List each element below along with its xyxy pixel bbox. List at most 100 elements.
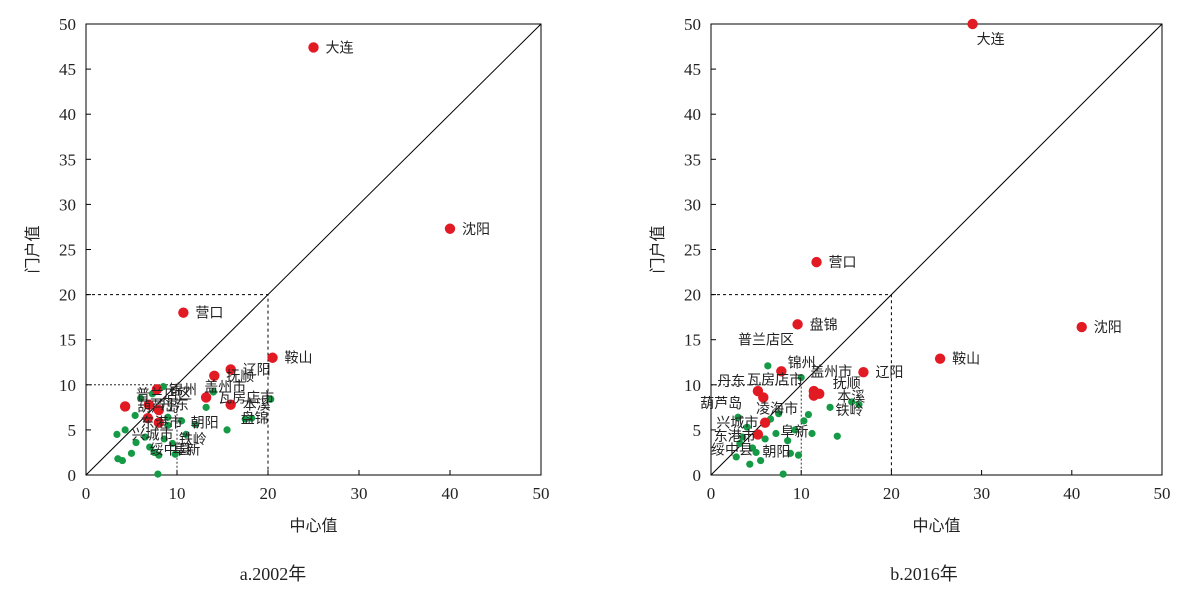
city-label: 绥中县: [150, 443, 192, 459]
x-tick-label: 40: [442, 484, 459, 503]
major-city-point: [758, 392, 769, 403]
minor-city-point: [736, 439, 744, 448]
major-city-point: [153, 404, 164, 416]
minor-city-point: [155, 451, 163, 459]
minor-city-point: [191, 420, 199, 429]
x-tick-label: 50: [533, 484, 550, 503]
dashed-reference-box: [711, 294, 892, 475]
major-city-point: [811, 256, 822, 268]
city-label: 葫芦岛: [137, 399, 179, 415]
minor-city-point: [118, 456, 126, 465]
chart-panel-1: [85, 23, 542, 478]
minor-city-point: [127, 449, 136, 457]
minor-city-point: [833, 432, 841, 440]
major-city-point: [814, 388, 825, 400]
minor-city-point: [757, 456, 765, 465]
y-axis-title: 门户值: [23, 225, 42, 273]
minor-city-point: [177, 417, 186, 425]
y-tick-label: 15: [59, 331, 76, 350]
city-label: 瓦房店市: [747, 371, 803, 388]
minor-city-point: [808, 429, 816, 438]
x-axis-title: 中心值: [289, 516, 337, 535]
x-tick-label: 0: [707, 484, 716, 503]
minor-city-point: [800, 417, 808, 425]
chart-panel-2: [710, 18, 1163, 478]
minor-city-point: [804, 410, 813, 419]
minor-city-point: [826, 403, 834, 411]
city-label: 兴城市: [716, 415, 758, 432]
dashed-reference-box: [86, 294, 269, 475]
minor-city-point: [171, 450, 179, 458]
city-label: 鞍山: [952, 352, 980, 368]
city-label: 辽阳: [243, 362, 271, 378]
city-label: 铁岭: [179, 432, 207, 448]
city-label: 本溪: [243, 398, 271, 414]
y-tick-label: 30: [684, 195, 701, 214]
city-label: 抚顺: [833, 376, 861, 392]
y-tick-label: 45: [684, 60, 701, 79]
city-label: 锦州: [169, 381, 197, 398]
y-tick-label: 50: [684, 15, 701, 34]
city-label: 铁岭: [835, 403, 863, 419]
y-tick-label: 5: [693, 421, 702, 440]
major-city-point: [967, 18, 978, 30]
minor-city-point: [784, 437, 792, 445]
major-city-point: [151, 384, 163, 395]
city-label: 盖州市: [810, 363, 852, 380]
major-city-point: [143, 399, 154, 410]
major-city-point: [776, 366, 787, 377]
minor-city-point: [146, 443, 154, 451]
major-city-point: [178, 307, 189, 318]
minor-city-point: [738, 433, 747, 441]
diagonal-line: [710, 23, 1163, 476]
minor-city-point: [168, 439, 177, 448]
y-tick-label: 35: [684, 150, 701, 169]
minor-city-point: [779, 470, 787, 478]
major-city-point: [142, 412, 154, 424]
panel-caption: b.2016年: [890, 564, 958, 584]
major-city-point: [792, 319, 803, 330]
city-label: 盘锦: [810, 316, 838, 333]
y-tick-label: 50: [59, 15, 76, 34]
minor-city-point: [775, 410, 783, 418]
city-label: 东港市: [141, 415, 183, 432]
minor-city-point: [202, 403, 210, 411]
minor-city-point: [154, 470, 162, 478]
city-label: 瓦房店市: [218, 389, 274, 406]
minor-city-point: [121, 426, 129, 434]
major-city-point: [225, 399, 236, 410]
minor-city-point: [131, 411, 139, 420]
minor-city-point: [743, 423, 751, 431]
city-label: 盘锦: [241, 410, 269, 427]
minor-city-point: [241, 415, 249, 423]
city-label: 鞍山: [285, 351, 313, 367]
major-city-point: [752, 429, 764, 440]
city-label: 丹东: [717, 374, 745, 390]
minor-city-point: [160, 435, 168, 443]
minor-city-point: [746, 460, 754, 468]
city-label: 锦州: [788, 354, 816, 371]
minor-city-point: [791, 426, 799, 434]
minor-city-point: [209, 388, 217, 396]
city-label: 兴城市: [132, 426, 174, 443]
y-tick-label: 5: [68, 421, 77, 440]
city-label: 沈阳: [1094, 320, 1122, 336]
city-label: 本溪: [837, 390, 865, 406]
y-tick-label: 20: [684, 286, 701, 305]
city-label: 朝阳: [191, 416, 219, 432]
minor-city-point: [137, 394, 145, 402]
city-label: 阜新: [780, 424, 808, 441]
minor-city-point: [732, 453, 740, 461]
minor-city-point: [267, 395, 275, 403]
x-tick-label: 20: [260, 484, 277, 503]
major-city-point: [444, 223, 456, 234]
city-label: 普兰店区: [136, 387, 192, 403]
x-tick-label: 0: [82, 484, 91, 503]
minor-city-point: [764, 362, 772, 370]
city-label: 葫芦岛: [700, 396, 742, 412]
major-city-point: [858, 366, 869, 378]
minor-city-point: [734, 413, 742, 421]
y-tick-label: 25: [59, 241, 76, 260]
minor-city-point: [848, 398, 856, 406]
